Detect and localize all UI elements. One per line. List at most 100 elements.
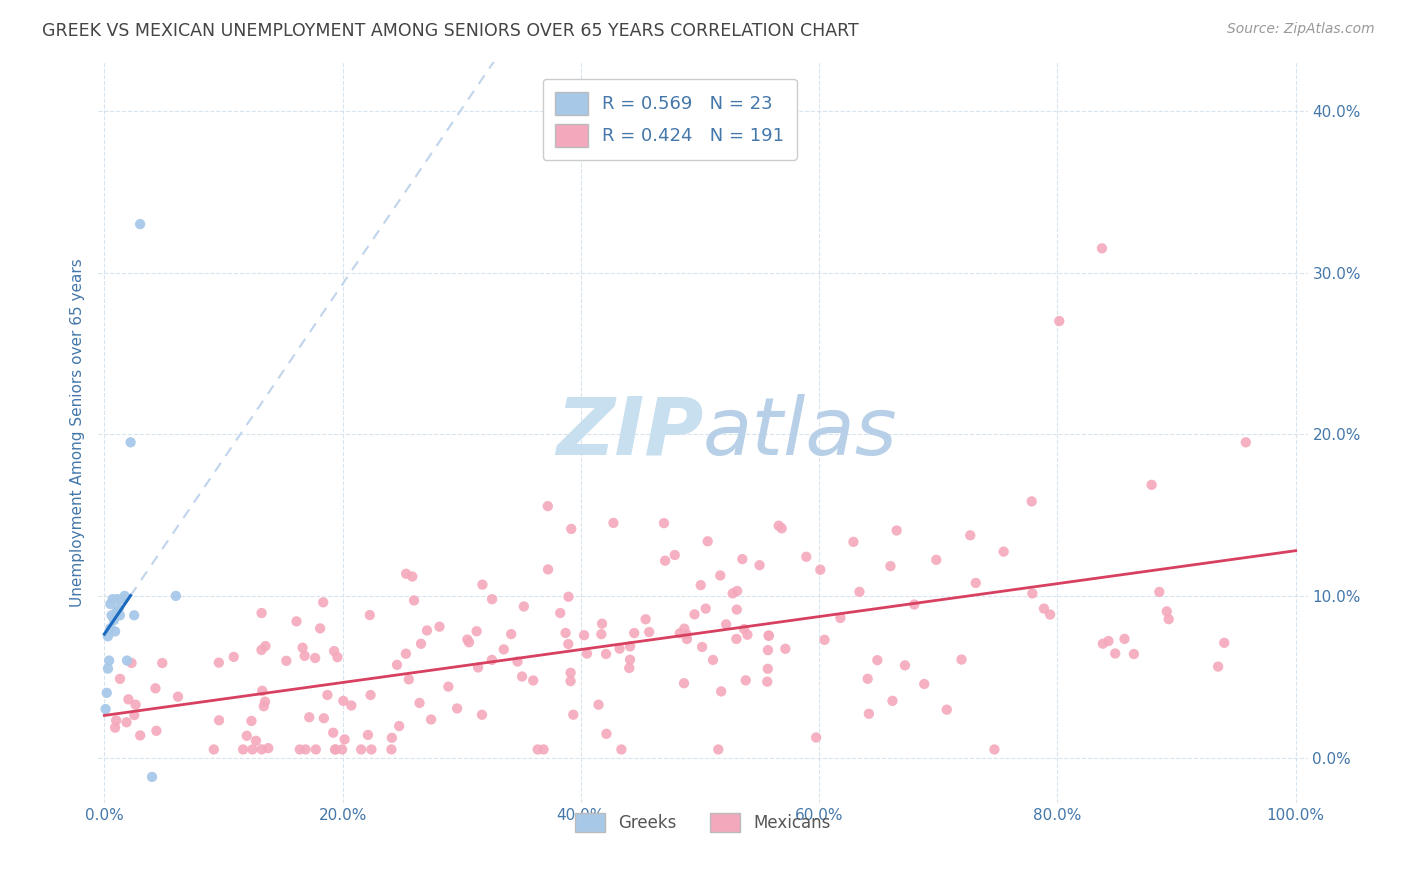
Point	[610, 742, 633, 756]
Point	[894, 658, 917, 673]
Point	[104, 624, 127, 639]
Point	[533, 742, 555, 756]
Point	[98, 621, 121, 635]
Point	[250, 742, 273, 756]
Point	[623, 626, 645, 640]
Point	[672, 676, 695, 690]
Point	[756, 674, 779, 689]
Point	[733, 622, 755, 636]
Point	[725, 632, 748, 646]
Point	[108, 672, 131, 686]
Point	[330, 742, 353, 756]
Point	[333, 732, 356, 747]
Point	[572, 628, 595, 642]
Point	[103, 613, 125, 627]
Point	[856, 672, 879, 686]
Point	[323, 742, 346, 756]
Point	[254, 639, 277, 653]
Point	[129, 217, 152, 231]
Point	[121, 656, 143, 670]
Point	[1114, 632, 1136, 646]
Point	[395, 566, 418, 581]
Point	[96, 686, 118, 700]
Point	[98, 597, 121, 611]
Point	[560, 665, 582, 680]
Text: GREEK VS MEXICAN UNEMPLOYMENT AMONG SENIORS OVER 65 YEARS CORRELATION CHART: GREEK VS MEXICAN UNEMPLOYMENT AMONG SENI…	[42, 22, 859, 40]
Point	[903, 598, 925, 612]
Point	[710, 684, 733, 698]
Point	[115, 654, 138, 668]
Point	[768, 518, 790, 533]
Point	[222, 649, 245, 664]
Point	[208, 656, 231, 670]
Point	[294, 648, 316, 663]
Point	[1206, 659, 1229, 673]
Text: Source: ZipAtlas.com: Source: ZipAtlas.com	[1227, 22, 1375, 37]
Point	[1039, 607, 1062, 622]
Point	[609, 641, 631, 656]
Point	[537, 562, 560, 576]
Point	[150, 656, 173, 670]
Point	[471, 577, 494, 591]
Point	[446, 701, 468, 715]
Point	[575, 647, 598, 661]
Point	[731, 552, 754, 566]
Point	[101, 592, 124, 607]
Point	[437, 680, 460, 694]
Point	[108, 608, 131, 623]
Point	[1091, 637, 1114, 651]
Point	[591, 616, 613, 631]
Point	[340, 698, 363, 713]
Point	[602, 516, 624, 530]
Point	[562, 707, 585, 722]
Point	[408, 696, 430, 710]
Point	[959, 528, 981, 542]
Point	[380, 742, 402, 756]
Point	[925, 553, 948, 567]
Point	[1032, 601, 1054, 615]
Point	[456, 632, 478, 647]
Point	[105, 714, 128, 728]
Point	[253, 699, 276, 714]
Point	[634, 612, 657, 626]
Point	[673, 622, 696, 636]
Point	[734, 673, 756, 688]
Point	[912, 677, 935, 691]
Point	[120, 435, 142, 450]
Point	[332, 694, 354, 708]
Point	[619, 640, 641, 654]
Point	[276, 654, 298, 668]
Point	[848, 584, 870, 599]
Point	[808, 563, 831, 577]
Point	[357, 728, 380, 742]
Point	[114, 589, 136, 603]
Point	[145, 723, 167, 738]
Point	[167, 690, 190, 704]
Legend: Greeks, Mexicans: Greeks, Mexicans	[568, 806, 838, 838]
Point	[1091, 241, 1114, 255]
Point	[935, 703, 957, 717]
Point	[560, 522, 582, 536]
Point	[882, 694, 904, 708]
Point	[100, 608, 122, 623]
Point	[737, 628, 759, 642]
Point	[236, 729, 259, 743]
Point	[105, 605, 128, 619]
Point	[323, 644, 346, 658]
Point	[312, 711, 335, 725]
Point	[683, 607, 706, 622]
Point	[115, 715, 138, 730]
Point	[1021, 586, 1043, 600]
Point	[165, 589, 187, 603]
Point	[402, 593, 425, 607]
Point	[993, 544, 1015, 558]
Point	[388, 719, 411, 733]
Point	[350, 742, 373, 756]
Point	[879, 559, 901, 574]
Point	[652, 516, 675, 531]
Point	[208, 713, 231, 727]
Point	[775, 641, 797, 656]
Point	[965, 575, 987, 590]
Point	[252, 683, 274, 698]
Point	[492, 642, 515, 657]
